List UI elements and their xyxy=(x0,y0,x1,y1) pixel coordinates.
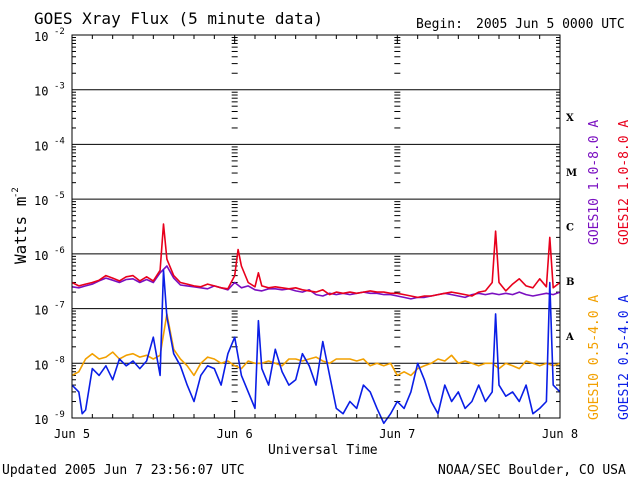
y-tick-label: 10 -3 xyxy=(34,82,65,99)
y-tick-base: 10 xyxy=(34,249,48,263)
flare-class-m: M xyxy=(566,168,577,179)
updated-timestamp: Updated 2005 Jun 7 23:56:07 UTC xyxy=(2,463,245,478)
x-tick-label: Jun 8 xyxy=(542,427,578,441)
y-axis-label-text: Watts m xyxy=(11,197,30,264)
flare-class-a: A xyxy=(565,332,574,343)
series-line-goes12-0-5-4-0-a xyxy=(71,269,561,425)
legend: GOES10 1.0-8.0 A GOES12 1.0-8.0 A GOES10 0… xyxy=(587,120,632,420)
y-tick-exponent: -9 xyxy=(54,410,65,420)
y-tick-base: 10 xyxy=(34,139,48,153)
chart-title: GOES Xray Flux (5 minute data) xyxy=(34,9,323,28)
x-tick-label: Jun 5 xyxy=(54,427,90,441)
series-line-goes10-1-0-8-0-a xyxy=(71,265,561,300)
series-line-goes10-0-5-4-0-a xyxy=(71,313,561,377)
y-tick-exponent: -2 xyxy=(54,27,65,37)
y-tick-base: 10 xyxy=(34,413,48,427)
y-tick-exponent: -8 xyxy=(54,355,65,365)
y-tick-label: 10 -9 xyxy=(34,410,65,427)
y-axis-label-superscript: -2 xyxy=(11,187,21,198)
flare-class-c: C xyxy=(566,223,574,234)
y-tick-exponent: -5 xyxy=(54,191,65,201)
x-tick-label: Jun 6 xyxy=(217,427,253,441)
y-tick-exponent: -6 xyxy=(54,246,65,256)
y-axis-label: Watts m -2 xyxy=(11,187,30,264)
x-tick-label: Jun 7 xyxy=(379,427,415,441)
flare-class-x: X xyxy=(566,113,574,124)
y-tick-label: 10 -2 xyxy=(34,27,65,44)
legend-entry: GOES12 0.5-4.0 A xyxy=(617,295,632,420)
x-axis-label: Universal Time xyxy=(268,443,378,458)
x-tick-labels: Jun 5 Jun 6 Jun 7 Jun 8 xyxy=(54,427,578,441)
y-tick-label: 10 -6 xyxy=(34,246,65,263)
legend-entry: GOES12 1.0-8.0 A xyxy=(617,120,632,245)
y-tick-label: 10 -8 xyxy=(34,355,65,372)
y-tick-labels: 10 -2 10 -3 10 -4 10 -5 10 -6 10 -7 10 -8 10 -9 xyxy=(34,27,65,427)
grid-layer xyxy=(71,34,561,419)
legend-entry: GOES10 1.0-8.0 A xyxy=(587,120,602,245)
y-tick-label: 10 -4 xyxy=(34,136,65,153)
legend-entry: GOES10 0.5-4.0 A xyxy=(587,295,602,420)
y-tick-exponent: -7 xyxy=(54,301,65,311)
y-tick-exponent: -3 xyxy=(54,82,65,92)
y-tick-base: 10 xyxy=(34,85,48,99)
series-layer xyxy=(71,223,561,425)
flare-class-b: B xyxy=(566,277,574,288)
y-tick-base: 10 xyxy=(34,358,48,372)
y-tick-label: 10 -5 xyxy=(34,191,65,208)
begin-value: 2005 Jun 5 0000 UTC xyxy=(476,17,625,32)
legend-label: GOES10 0.5-4.0 A xyxy=(587,295,602,420)
y-tick-base: 10 xyxy=(34,304,48,318)
begin-label: Begin: xyxy=(416,17,463,32)
y-tick-base: 10 xyxy=(34,194,48,208)
legend-label: GOES12 1.0-8.0 A xyxy=(617,120,632,245)
series-line-goes12-1-0-8-0-a xyxy=(71,223,561,299)
legend-label: GOES10 1.0-8.0 A xyxy=(587,120,602,245)
plot-border xyxy=(71,34,561,419)
y-tick-base: 10 xyxy=(34,30,48,44)
y-tick-exponent: -4 xyxy=(54,136,65,146)
flare-class-labels: X M C B A xyxy=(565,113,577,343)
plot-frame xyxy=(71,34,561,419)
y-tick-label: 10 -7 xyxy=(34,301,65,318)
credit-text: NOAA/SEC Boulder, CO USA xyxy=(438,463,626,478)
legend-label: GOES12 0.5-4.0 A xyxy=(617,295,632,420)
